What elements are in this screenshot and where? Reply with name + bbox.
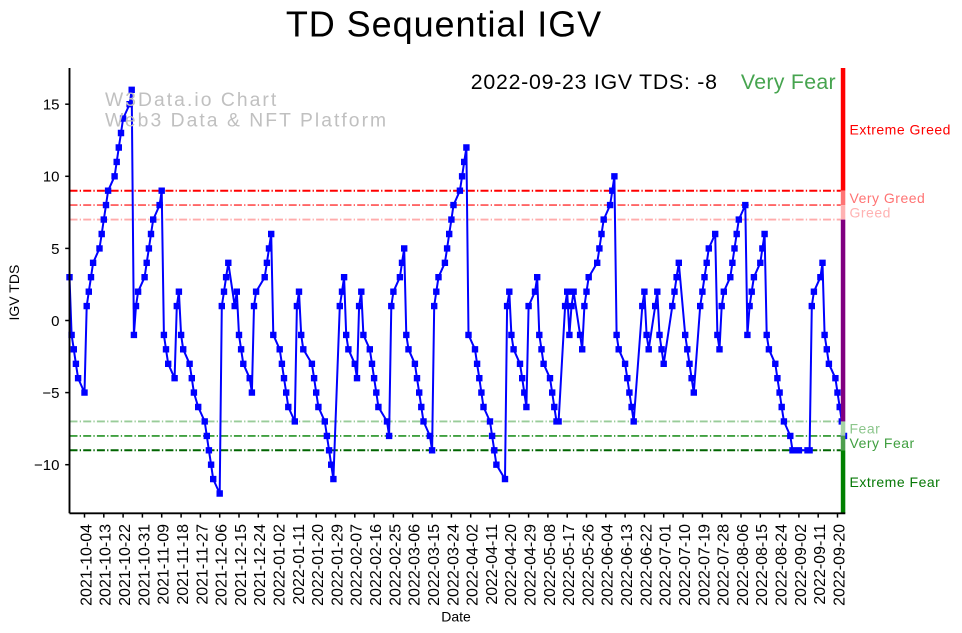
svg-text:2022-04-20: 2022-04-20 [503, 524, 520, 606]
svg-text:Greed: Greed [850, 204, 891, 220]
svg-text:2022-02-07: 2022-02-07 [349, 524, 366, 606]
svg-text:2021-11-18: 2021-11-18 [175, 524, 192, 605]
svg-text:2021-11-09: 2021-11-09 [156, 524, 173, 605]
svg-text:Very Greed: Very Greed [850, 190, 926, 206]
svg-text:IGV TDS: IGV TDS [6, 265, 22, 321]
svg-text:2022-09-11: 2022-09-11 [812, 524, 829, 605]
svg-text:2021-12-24: 2021-12-24 [252, 524, 269, 606]
svg-text:W3Data.io Chart: W3Data.io Chart [105, 90, 278, 111]
svg-text:Extreme Greed: Extreme Greed [850, 121, 951, 137]
svg-text:Very Fear: Very Fear [741, 70, 836, 94]
svg-text:2022-07-10: 2022-07-10 [677, 524, 694, 606]
svg-text:2022-02-16: 2022-02-16 [368, 524, 385, 606]
svg-text:2022-05-26: 2022-05-26 [580, 524, 597, 606]
svg-text:Date: Date [441, 609, 471, 625]
svg-text:2022-08-24: 2022-08-24 [774, 524, 791, 606]
svg-text:−10: −10 [34, 457, 59, 474]
svg-text:2022-04-29: 2022-04-29 [523, 524, 540, 606]
svg-text:TD Sequential IGV: TD Sequential IGV [286, 4, 602, 45]
svg-text:2022-07-19: 2022-07-19 [696, 524, 713, 606]
svg-text:Very Fear: Very Fear [850, 435, 915, 451]
svg-text:2021-12-06: 2021-12-06 [214, 524, 231, 606]
svg-text:2021-10-13: 2021-10-13 [98, 524, 115, 606]
svg-text:2022-01-20: 2022-01-20 [310, 524, 327, 606]
svg-text:Fear: Fear [850, 421, 881, 437]
svg-text:2022-03-06: 2022-03-06 [407, 524, 424, 606]
svg-text:Web3 Data & NFT Platform: Web3 Data & NFT Platform [105, 111, 388, 132]
svg-text:2022-08-15: 2022-08-15 [754, 524, 771, 606]
svg-text:2021-12-15: 2021-12-15 [233, 524, 250, 606]
svg-text:−5: −5 [42, 385, 59, 402]
svg-text:2022-03-15: 2022-03-15 [426, 524, 443, 606]
svg-text:2022-01-29: 2022-01-29 [329, 524, 346, 606]
svg-text:2021-10-04: 2021-10-04 [78, 524, 95, 606]
svg-text:2022-09-20: 2022-09-20 [831, 524, 848, 606]
svg-text:2022-01-11: 2022-01-11 [291, 524, 308, 605]
svg-text:15: 15 [43, 97, 60, 114]
svg-text:2022-06-22: 2022-06-22 [638, 524, 655, 606]
svg-text:2021-11-27: 2021-11-27 [194, 524, 211, 605]
svg-text:2022-02-25: 2022-02-25 [387, 524, 404, 606]
svg-text:10: 10 [43, 169, 60, 186]
svg-text:2022-01-02: 2022-01-02 [272, 524, 289, 606]
svg-text:2022-07-28: 2022-07-28 [716, 524, 733, 606]
svg-text:2022-05-08: 2022-05-08 [542, 524, 559, 606]
svg-text:2022-06-04: 2022-06-04 [600, 524, 617, 606]
svg-text:2022-06-13: 2022-06-13 [619, 524, 636, 606]
svg-text:2022-08-06: 2022-08-06 [735, 524, 752, 606]
svg-text:2022-05-17: 2022-05-17 [561, 524, 578, 606]
svg-text:2022-09-23 IGV TDS: -8: 2022-09-23 IGV TDS: -8 [471, 70, 718, 94]
svg-text:0: 0 [51, 313, 59, 330]
svg-text:2021-10-31: 2021-10-31 [136, 524, 153, 606]
svg-text:2022-09-02: 2022-09-02 [793, 524, 810, 606]
svg-text:2022-03-24: 2022-03-24 [445, 524, 462, 606]
svg-text:2021-10-22: 2021-10-22 [117, 524, 134, 606]
svg-text:Extreme Fear: Extreme Fear [850, 474, 941, 490]
svg-text:5: 5 [51, 241, 59, 258]
svg-text:2022-04-02: 2022-04-02 [465, 524, 482, 606]
svg-text:2022-04-11: 2022-04-11 [484, 524, 501, 605]
svg-text:2022-07-01: 2022-07-01 [658, 524, 675, 606]
